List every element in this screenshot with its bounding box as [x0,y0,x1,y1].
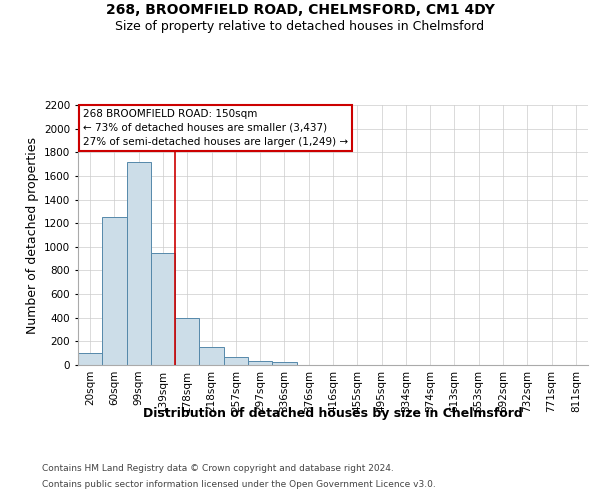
Bar [272,362,296,365]
Bar [151,252,175,365]
Bar [102,218,127,365]
Text: 268, BROOMFIELD ROAD, CHELMSFORD, CM1 4DY: 268, BROOMFIELD ROAD, CHELMSFORD, CM1 4D… [106,2,494,16]
Text: Size of property relative to detached houses in Chelmsford: Size of property relative to detached ho… [115,20,485,33]
Bar [224,358,248,365]
Bar [248,361,272,365]
Text: Contains HM Land Registry data © Crown copyright and database right 2024.: Contains HM Land Registry data © Crown c… [42,464,394,473]
Text: 268 BROOMFIELD ROAD: 150sqm
← 73% of detached houses are smaller (3,437)
27% of : 268 BROOMFIELD ROAD: 150sqm ← 73% of det… [83,109,348,147]
Bar [175,318,199,365]
Text: Distribution of detached houses by size in Chelmsford: Distribution of detached houses by size … [143,408,523,420]
Text: Contains public sector information licensed under the Open Government Licence v3: Contains public sector information licen… [42,480,436,489]
Bar [78,353,102,365]
Bar [199,348,224,365]
Y-axis label: Number of detached properties: Number of detached properties [26,136,38,334]
Bar [127,162,151,365]
